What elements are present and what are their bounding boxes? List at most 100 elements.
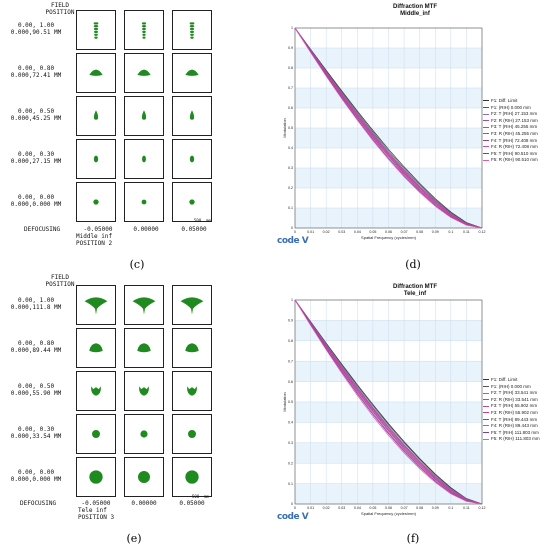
legend-item: F1: Diff. Limit [483,98,538,105]
y-tick-label: 0.4 [288,146,293,150]
x-tick-label: 0.1 [448,506,453,510]
chart-subtitle: Tele_inf [403,291,427,297]
legend-swatch [483,385,489,387]
series-line-4 [294,299,483,505]
series-line-10 [294,299,483,505]
y-tick-label: 0.2 [288,186,293,190]
spot-cell [76,53,116,93]
x-tick-label: 0.08 [416,230,423,234]
legend-swatch [483,425,489,427]
legend-swatch [483,432,489,434]
spot-cell [124,414,164,454]
legend-label: F3: R (RIH) 55.902 mm [491,409,538,415]
chart-title: Diffraction MTF [393,284,437,290]
spot-pattern [93,155,99,163]
legend-label: F1: (RIH) 0.000 mm [491,383,531,389]
spot-cell [124,139,164,179]
legend-label: F5: R (RIH) 111.803 mm [491,436,540,442]
spot-cell [76,182,116,222]
field-position-label: 0.00, 1.00 0.000,90.51 MM [10,22,62,36]
plot-frame [294,299,483,505]
defocusing-label: DEFOCUSING [24,226,61,233]
caption-f: (f) [406,532,420,545]
spot-diagram-tele-inf: FIELD POSITION 0.00, 1.00 0.000,111.8 MM… [0,274,275,548]
field-position-label: 0.00, 0.30 0.000,33.54 MM [10,426,62,440]
y-tick-label: 0.9 [288,46,293,50]
spot-cell [76,371,116,411]
plot-frame [294,27,483,229]
legend-item: F3: R (RIH) 45.255 mm [483,131,538,138]
spot-pattern [185,69,199,76]
legend-swatch [483,159,489,161]
legend-label: F2: T (RIH) 33.541 mm [491,390,538,396]
config-name: Tele inf [78,507,107,514]
legend-item: F5: T (RIH) 90.510 mm [483,151,538,158]
legend-swatch [483,379,489,381]
defocus-value-1: -0.05000 [83,226,113,233]
field-position-label: 0.00, 0.80 0.000,89.44 MM [10,340,62,354]
legend-label: F3: T (RIH) 45.255 mm [491,124,538,130]
defocus-value-2: 0.00000 [133,226,159,233]
legend-item: F2: T (RIH) 33.541 mm [483,390,540,397]
series-line-8 [294,27,483,229]
field-position-label: 0.00, 0.00 0.000,0.000 MM [10,194,62,208]
spot-pattern [189,22,195,39]
legend-label: F3: R (RIH) 45.255 mm [491,130,538,136]
y-axis-label: Modulation [282,118,287,138]
legend-swatch [483,146,489,148]
legend-swatch [483,438,489,440]
y-tick-label: 1 [291,26,293,30]
legend-item: F5: T (RIH) 111.803 mm [483,430,540,437]
spot-cell [172,53,212,93]
spot-diagram-middle-inf: FIELD POSITION 0.00, 1.00 0.000,90.51 MM… [0,0,275,274]
spot-pattern [139,386,149,396]
legend-label: F1: (RIH) 0.000 mm [491,104,531,110]
chart-title: Diffraction MTF [393,4,437,10]
spot-pattern [137,69,151,76]
y-tick-label: 0 [291,226,293,230]
series-line-6 [294,27,483,229]
chart-legend: F1: Diff. Limit F1: (RIH) 0.000 mm F2: T (… [483,98,538,164]
x-tick-label: 0.09 [432,230,439,234]
y-tick-label: 0.4 [288,421,293,425]
series-line-1 [294,27,483,229]
spot-pattern [141,22,147,39]
x-tick-label: 0.03 [338,506,345,510]
series-line-8 [294,299,483,505]
x-tick-label: 0.03 [338,230,345,234]
chart-subtitle: Middle_inf [400,11,430,17]
spot-pattern [140,430,148,438]
series-line-10 [294,27,483,229]
field-position-label: 0.00, 0.50 0.000,45.25 MM [10,108,62,122]
spot-cell [76,139,116,179]
defocus-value-2: 0.00000 [131,500,157,507]
series-line-2 [294,27,483,229]
legend-swatch [483,133,489,135]
config-position: POSITION 2 [76,240,113,247]
field-position-header: FIELD POSITION [45,2,75,16]
series-line-2 [294,299,483,505]
x-tick-label: 0.12 [479,506,486,510]
legend-label: F4: R (RIH) 72.408 mm [491,144,538,150]
spot-cell [172,139,212,179]
legend-swatch [483,153,489,155]
x-tick-label: 0.07 [401,506,408,510]
spot-pattern [141,110,147,120]
spot-pattern [137,343,151,353]
x-tick-label: 0.11 [463,506,470,510]
y-tick-label: 0.7 [288,359,293,363]
codev-logo: code V [277,236,309,246]
legend-label: F5: R (RIH) 90.510 mm [491,157,538,163]
legend-item: F3: T (RIH) 45.255 mm [483,124,538,131]
defocusing-label: DEFOCUSING [20,500,57,507]
legend-swatch [483,126,489,128]
legend-label: F4: R (RIH) 89.443 mm [491,423,538,429]
spot-pattern [141,199,147,205]
y-tick-label: 0.8 [288,339,293,343]
spot-cell [76,457,116,497]
y-tick-label: 0.6 [288,106,293,110]
spot-cell [76,414,116,454]
spot-pattern [132,297,156,315]
legend-item: F4: T (RIH) 72.408 mm [483,138,538,145]
spot-cell [124,182,164,222]
